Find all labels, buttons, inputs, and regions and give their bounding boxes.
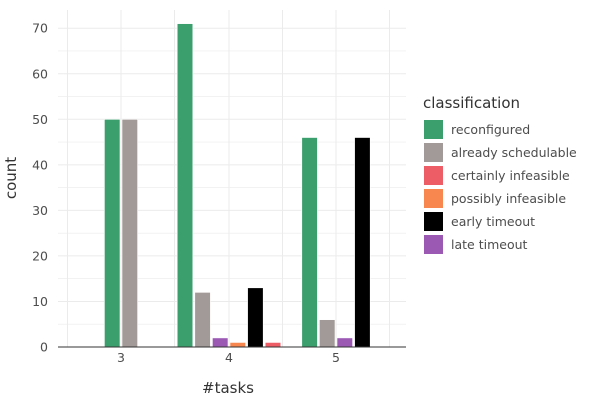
legend-label: early timeout: [451, 214, 535, 229]
y-tick-label: 50: [32, 112, 48, 127]
bar-possibly-infeasible-4: [229, 342, 246, 348]
legend-label: certainly infeasible: [451, 168, 570, 183]
y-tick-label: 70: [32, 21, 48, 36]
y-tick-label: 0: [40, 340, 48, 355]
legend-label: reconfigured: [451, 122, 530, 137]
bars: [104, 23, 371, 348]
bar-already-schedulable-5: [319, 319, 336, 348]
legend-key-early-timeout: [424, 212, 443, 231]
bar-already-schedulable-3: [121, 119, 138, 348]
bar-already-schedulable-4: [194, 292, 211, 348]
x-tick-label: 3: [117, 350, 125, 365]
y-tick-label: 30: [32, 203, 48, 218]
x-axis-title: #tasks: [202, 379, 254, 397]
legend-label: late timeout: [451, 237, 528, 252]
legend-key-already-schedulable: [424, 143, 443, 162]
legend-key-late-timeout: [424, 235, 443, 254]
bar-late-timeout-5: [336, 337, 353, 348]
y-tick-label: 10: [32, 294, 48, 309]
x-tick-label: 4: [225, 350, 233, 365]
bar-early-timeout-5: [354, 137, 371, 348]
legend-key-certainly-infeasible: [424, 166, 443, 185]
x-tick-label: 5: [332, 350, 340, 365]
y-tick-label: 20: [32, 248, 48, 263]
legend-label: possibly infeasible: [451, 191, 566, 206]
bar-reconfigured-5: [301, 137, 318, 348]
legend-label: already schedulable: [451, 145, 577, 160]
y-tick-label: 40: [32, 157, 48, 172]
bar-certainly-infeasible-4: [264, 342, 282, 348]
y-tick-label: 60: [32, 66, 48, 81]
legend: classification reconfigured already sched…: [423, 94, 577, 254]
y-axis-title: count: [2, 157, 20, 199]
tick-labels: 0 10 20 30 40 50 60 70 3 4 5: [32, 21, 340, 365]
legend-key-possibly-infeasible: [424, 189, 443, 208]
legend-title: classification: [423, 94, 520, 112]
legend-key-reconfigured: [424, 120, 443, 139]
bar-reconfigured-3: [104, 119, 121, 348]
bar-reconfigured-4: [176, 23, 194, 348]
bar-early-timeout-4: [247, 287, 264, 348]
bar-late-timeout-4: [212, 337, 229, 348]
